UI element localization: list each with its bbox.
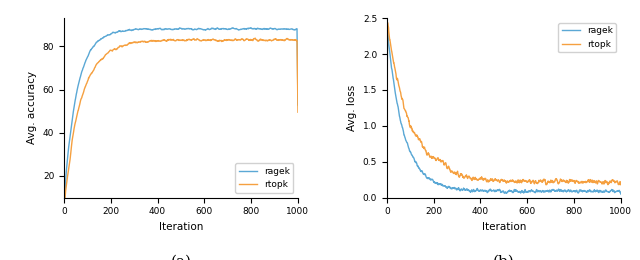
ragek [478, 190, 486, 193]
ragek [617, 192, 625, 196]
ragek [407, 152, 415, 155]
Text: (b): (b) [493, 255, 515, 260]
ragek [544, 189, 552, 192]
rtopk [486, 179, 494, 182]
ragek [383, 95, 391, 98]
ragek [176, 26, 184, 29]
ragek [247, 27, 255, 30]
ragek [570, 189, 578, 192]
rtopk [617, 183, 625, 186]
rtopk [544, 180, 552, 183]
rtopk [542, 183, 550, 186]
ragek [221, 27, 228, 30]
ragek [84, 54, 92, 57]
rtopk [294, 111, 302, 114]
Text: (a): (a) [170, 255, 191, 260]
X-axis label: Iteration: Iteration [159, 222, 203, 232]
ragek [60, 204, 68, 207]
Y-axis label: Avg. loss: Avg. loss [347, 85, 357, 131]
ragek [243, 28, 250, 31]
rtopk [155, 39, 163, 42]
rtopk [570, 179, 578, 182]
ragek [486, 188, 494, 191]
X-axis label: Iteration: Iteration [482, 222, 526, 232]
rtopk [221, 38, 228, 41]
Line: rtopk: rtopk [64, 38, 298, 208]
rtopk [84, 79, 92, 82]
rtopk [407, 125, 415, 128]
rtopk [383, 91, 391, 94]
rtopk [384, 21, 392, 24]
Line: rtopk: rtopk [387, 23, 621, 185]
Legend: ragek, rtopk: ragek, rtopk [558, 23, 616, 53]
rtopk [243, 37, 250, 40]
rtopk [247, 38, 255, 41]
rtopk [60, 206, 68, 209]
rtopk [566, 179, 573, 182]
ragek [155, 27, 163, 30]
Y-axis label: Avg. accuracy: Avg. accuracy [28, 72, 37, 144]
Line: ragek: ragek [387, 32, 621, 194]
Legend: ragek, rtopk: ragek, rtopk [235, 163, 293, 193]
ragek [566, 190, 573, 193]
rtopk [163, 39, 171, 42]
rtopk [252, 36, 259, 40]
rtopk [478, 176, 486, 179]
Line: ragek: ragek [64, 28, 298, 206]
ragek [163, 28, 171, 31]
ragek [294, 103, 302, 107]
ragek [384, 30, 392, 34]
